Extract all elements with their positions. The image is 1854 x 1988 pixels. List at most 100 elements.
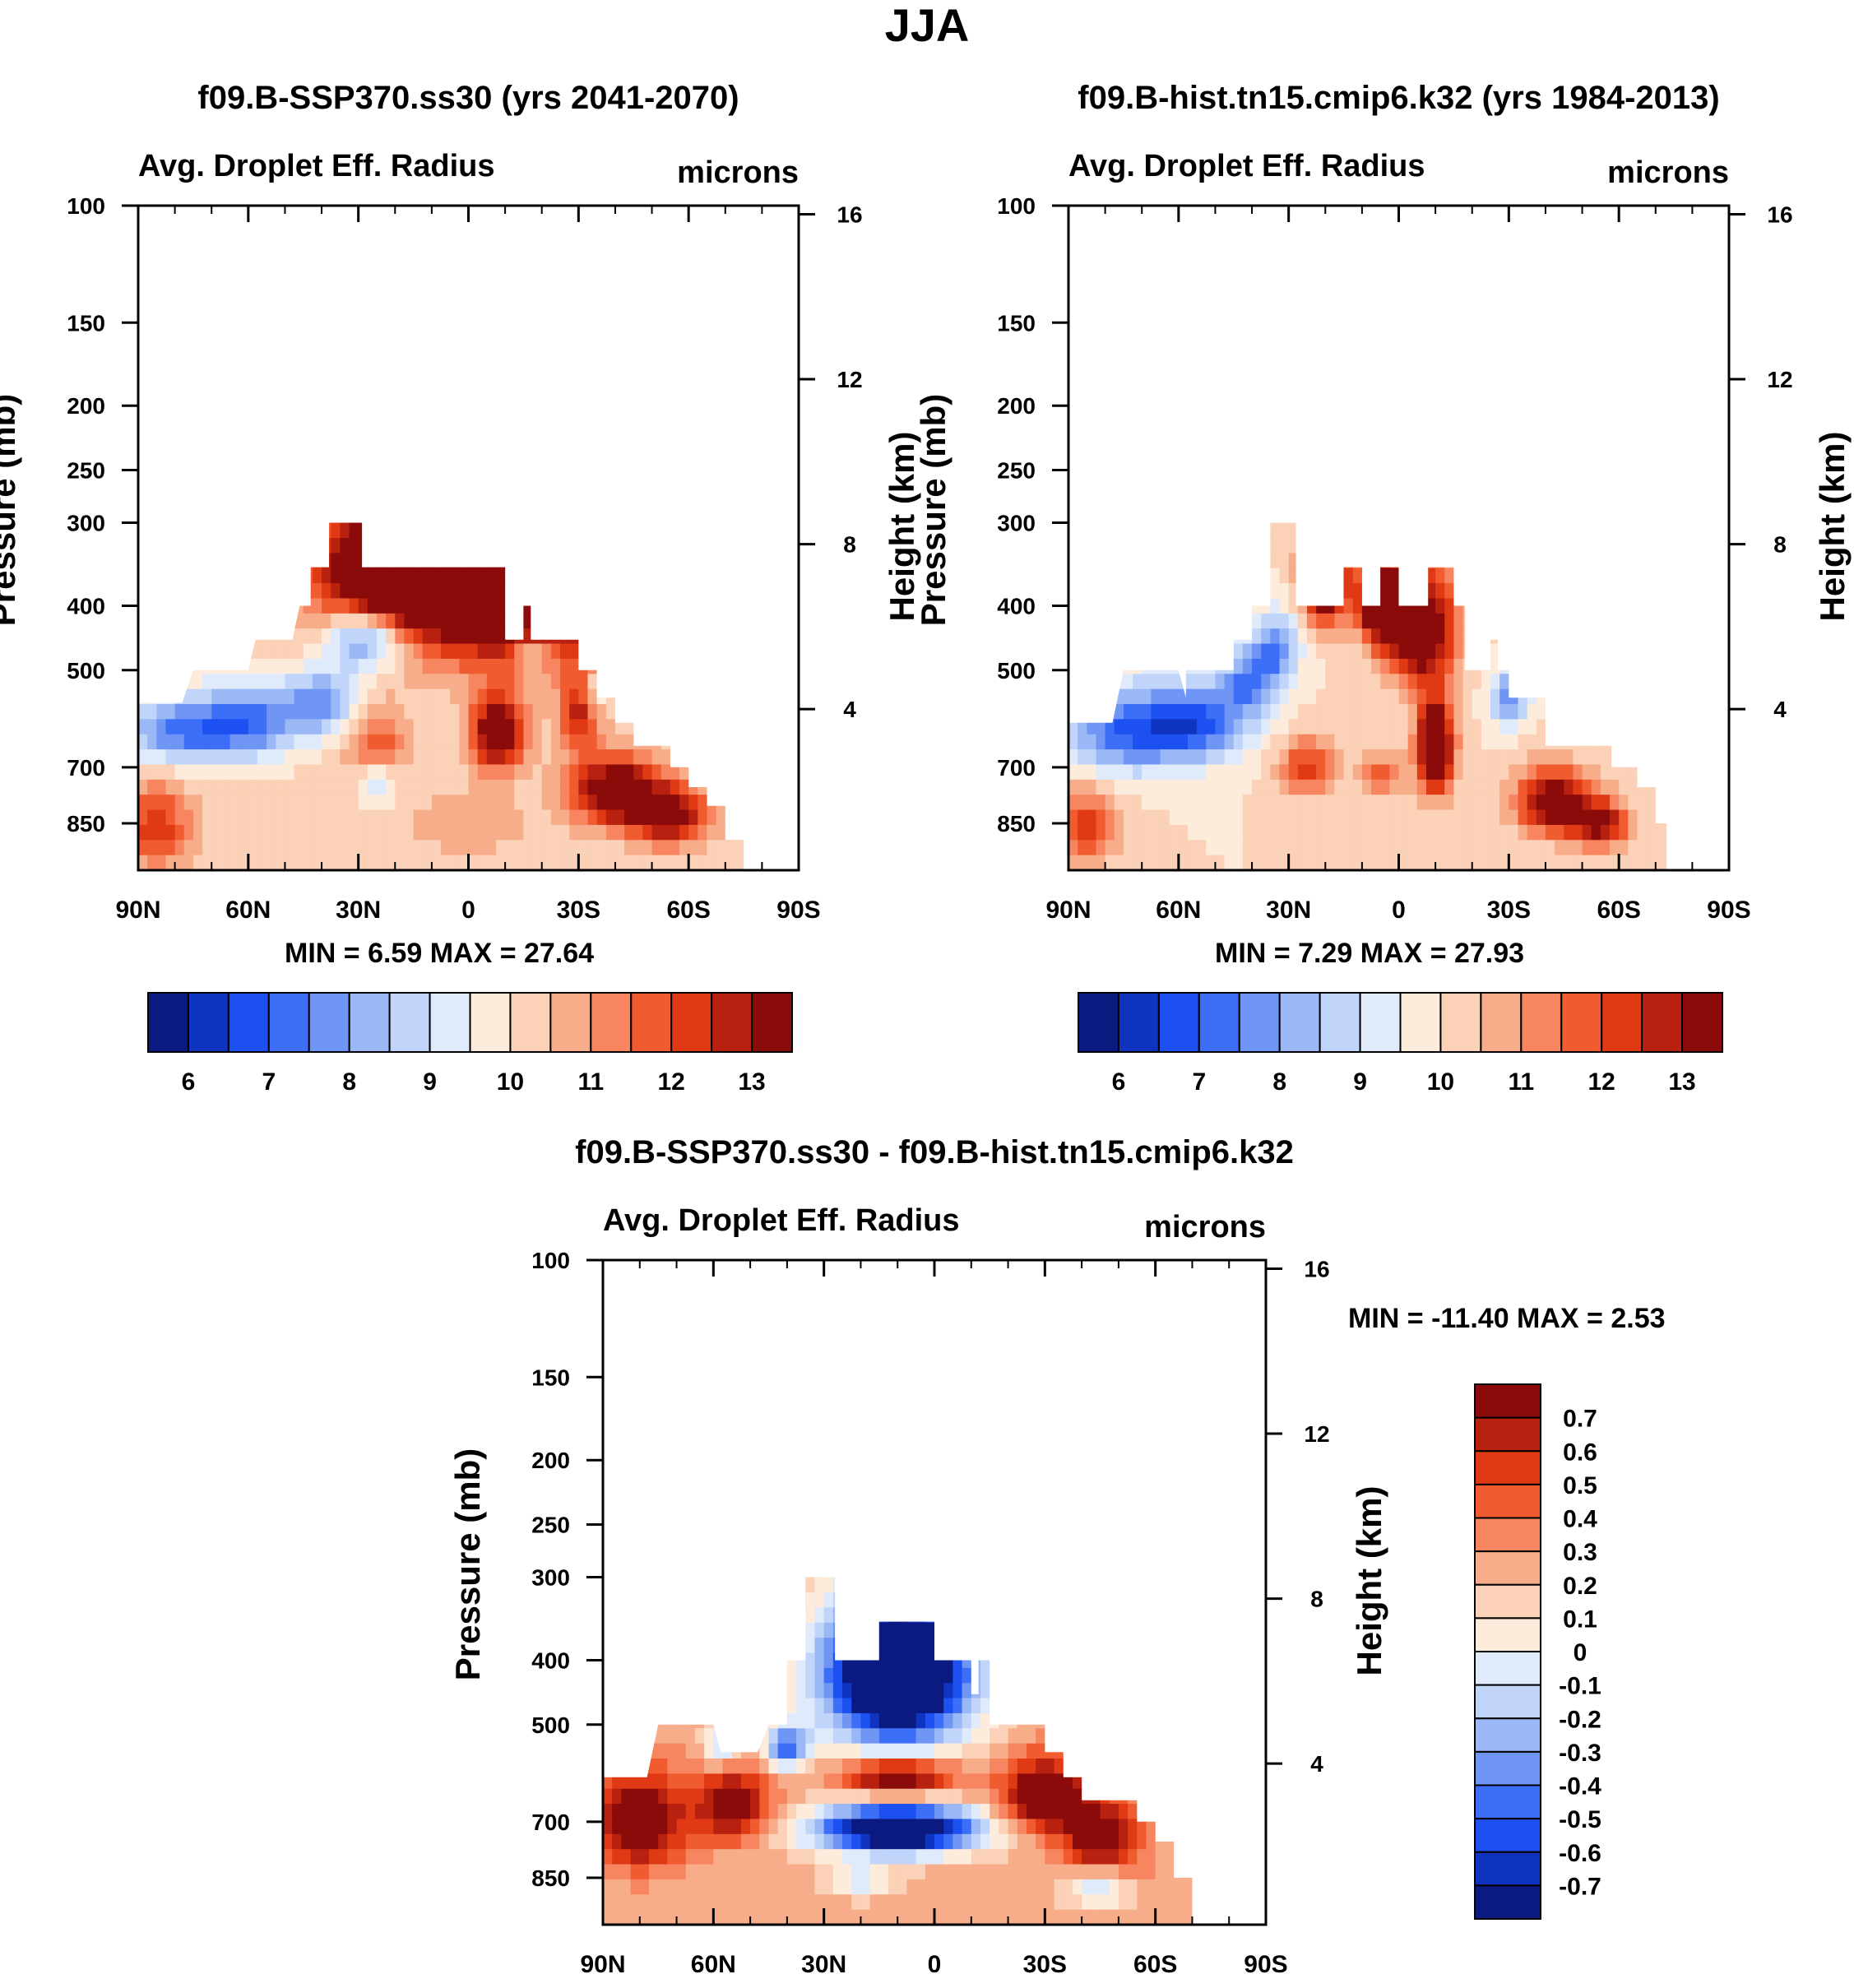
field-cell	[523, 583, 534, 600]
field-cell	[541, 522, 552, 524]
field-cell	[395, 553, 406, 569]
field-cell	[1362, 357, 1372, 373]
field-cell	[1068, 266, 1078, 281]
field-cell	[1188, 296, 1198, 312]
field-cell	[1546, 402, 1555, 418]
field-cell	[1555, 372, 1564, 387]
field-cell	[614, 840, 625, 856]
field-cell	[578, 266, 588, 281]
field-cell	[174, 764, 185, 781]
field-cell	[615, 312, 625, 327]
field-cell	[734, 840, 744, 856]
field-cell	[248, 522, 258, 539]
field-cell	[1270, 251, 1280, 266]
field-cell	[541, 522, 552, 539]
field-cell	[276, 387, 285, 402]
field-cell	[386, 220, 396, 236]
field-cell	[267, 522, 276, 524]
field-cell	[1601, 447, 1611, 463]
field-cell	[350, 417, 359, 433]
field-cell	[624, 478, 634, 494]
field-cell	[395, 372, 405, 387]
field-cell	[1564, 296, 1574, 312]
field-cell	[257, 553, 267, 569]
field-cell	[156, 613, 167, 629]
field-cell	[679, 372, 689, 387]
field-cell	[1380, 402, 1390, 418]
field-cell	[1702, 296, 1712, 312]
field-cell	[257, 432, 267, 447]
field-cell	[1546, 341, 1555, 357]
field-cell	[614, 809, 625, 826]
field-cell	[468, 688, 479, 705]
field-cell	[781, 780, 790, 795]
field-cell	[587, 432, 597, 447]
field-cell	[1124, 372, 1133, 387]
field-cell	[523, 432, 533, 447]
field-cell	[514, 553, 525, 569]
field-cell	[550, 855, 561, 870]
field-cell	[1353, 478, 1363, 494]
field-cell	[1453, 312, 1463, 327]
field-cell	[560, 764, 570, 781]
field-cell	[1509, 478, 1518, 494]
field-cell	[670, 417, 680, 433]
field-cell	[211, 266, 221, 281]
x-tick-label: 60N	[225, 897, 271, 924]
field-cell	[1637, 372, 1647, 387]
field-cell	[1187, 553, 1198, 569]
field-cell	[1087, 372, 1096, 387]
field-cell	[578, 538, 589, 554]
field-cell	[1234, 357, 1244, 373]
field-cell	[285, 206, 294, 221]
field-cell	[276, 522, 286, 539]
field-cell	[716, 236, 726, 252]
field-cell	[340, 220, 350, 236]
field-cell	[725, 372, 735, 387]
field-cell	[285, 824, 295, 841]
field-cell	[1702, 236, 1712, 252]
field-cell	[395, 538, 406, 554]
field-cell	[404, 522, 415, 524]
field-cell	[1371, 341, 1381, 357]
field-cell	[605, 779, 616, 795]
field-cell	[468, 809, 479, 826]
field-cell	[477, 855, 488, 870]
field-cell	[1197, 402, 1207, 418]
field-cell	[367, 643, 378, 660]
field-cell	[1115, 281, 1124, 297]
field-cell	[359, 387, 368, 402]
field-cell	[1206, 462, 1216, 478]
field-cell	[1161, 327, 1170, 342]
field-cell	[1225, 372, 1235, 387]
field-cell	[1151, 522, 1161, 539]
field-cell	[450, 840, 460, 856]
field-cell	[248, 674, 258, 690]
field-cell	[1619, 432, 1629, 447]
field-cell	[322, 402, 331, 418]
field-cell	[541, 613, 552, 629]
field-cell	[651, 553, 662, 569]
field-cell	[340, 568, 350, 584]
field-cell	[1499, 478, 1509, 494]
field-cell	[707, 402, 716, 418]
field-cell	[624, 583, 634, 600]
field-cell	[642, 478, 652, 494]
field-cell	[376, 795, 387, 811]
field-cell	[368, 357, 378, 373]
field-cell	[661, 432, 671, 447]
field-cell	[1124, 432, 1133, 447]
field-cell	[1142, 296, 1152, 312]
field-cell	[441, 357, 451, 373]
field-cell	[156, 824, 167, 841]
field-cell	[192, 553, 203, 569]
field-cell	[304, 327, 313, 342]
field-cell	[331, 327, 341, 342]
field-cell	[1499, 522, 1509, 524]
field-cell	[1647, 312, 1657, 327]
field-cell	[459, 598, 470, 614]
field-cell	[1711, 341, 1721, 357]
field-cell	[1261, 341, 1271, 357]
field-cell	[386, 840, 396, 856]
field-cell	[1151, 478, 1161, 494]
